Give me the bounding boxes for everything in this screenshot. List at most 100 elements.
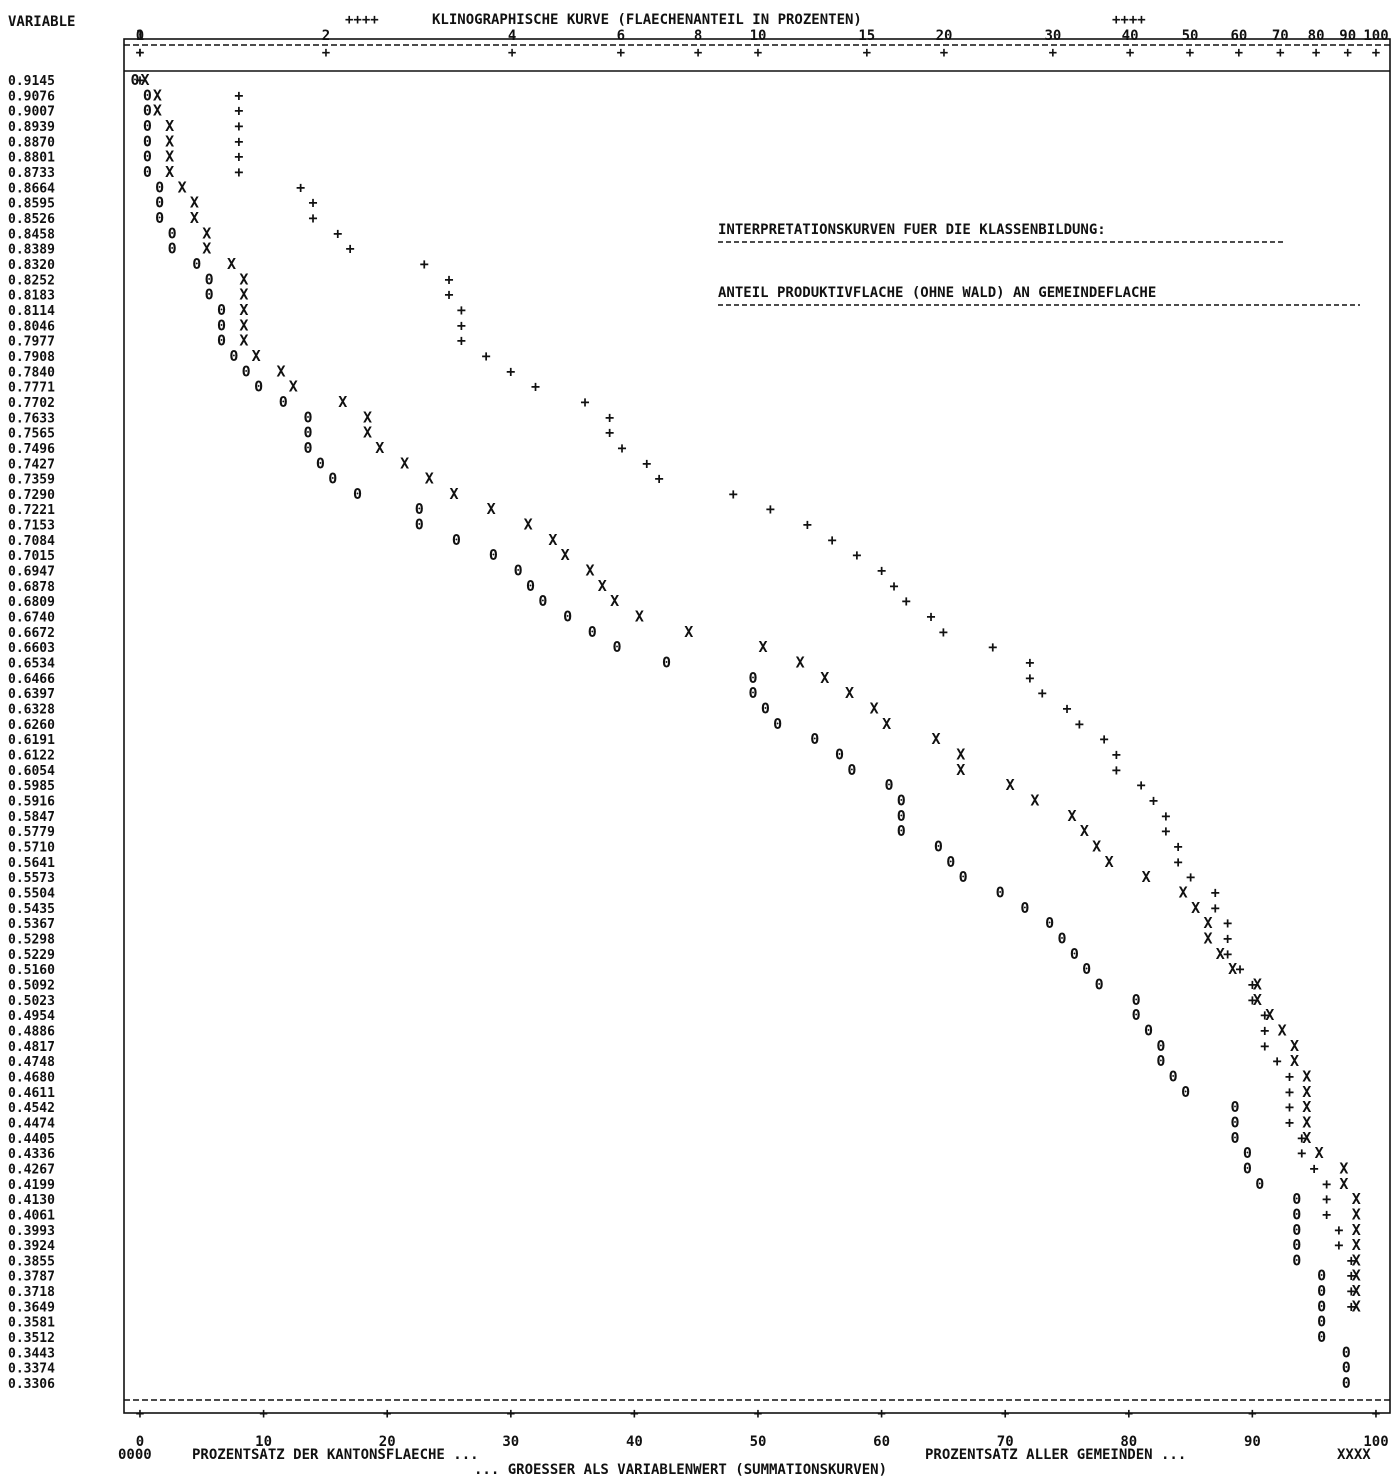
data-point: X [1352,1297,1361,1315]
data-point: + [1260,1037,1269,1055]
top-tick-label: 4 [508,28,516,44]
data-point: 0 [1317,1328,1326,1346]
data-point: X [1302,1068,1311,1086]
bottom-tick-plus: + [259,1406,267,1422]
data-point: 0 [353,485,362,503]
data-point: 0 [1020,899,1029,917]
y-tick-label: 0.3787 [8,1270,55,1285]
data-point: X [956,746,965,764]
data-point: + [1161,822,1170,840]
bottom-tick-label: 100 [1363,1434,1388,1450]
data-point: + [803,516,812,534]
data-point: 0 [1292,1251,1301,1269]
data-point: + [234,132,243,150]
data-point: 0 [168,240,177,258]
y-tick-label: 0.6603 [8,641,55,656]
data-point: + [1334,1221,1343,1239]
data-point: + [1347,1267,1356,1285]
data-point: X [190,194,199,212]
data-point: X [153,102,162,120]
data-point: X [1278,1022,1287,1040]
y-tick-label: 0.4130 [8,1193,55,1208]
data-point: + [1025,669,1034,687]
data-point: 0 [1057,930,1066,948]
data-point: + [605,424,614,442]
data-point: X [363,424,372,442]
chart-title: KLINOGRAPHISCHE KURVE (FLAECHENANTEIL IN… [432,12,862,28]
top-tick-plus: + [1276,45,1284,61]
data-point: + [1174,853,1183,871]
y-tick-label: 0.5779 [8,825,55,840]
y-tick-label: 0.6947 [8,565,55,580]
top-tick-plus: + [136,45,144,61]
data-point: 0 [489,546,498,564]
data-point: 0 [1243,1144,1252,1162]
y-tick-label: 0.4474 [8,1116,55,1131]
data-point: + [1347,1282,1356,1300]
data-point: + [444,286,453,304]
plot-frame [123,38,1391,1414]
y-tick-label: 0.6809 [8,595,55,610]
top-tick-label: 15 [858,28,875,44]
data-point: 0 [847,761,856,779]
top-tick-label: 0 [136,28,144,44]
y-tick-label: 0.6466 [8,672,55,687]
top-tick-label: 30 [1044,28,1061,44]
y-tick-label: 0.3924 [8,1239,55,1254]
data-point: X [487,500,496,518]
data-point: 0 [1292,1236,1301,1254]
data-point: X [1080,822,1089,840]
data-point: 0 [303,408,312,426]
top-tick-labels: 01 2 4 6 8 10 15 20 30 40 50 60 70 80 90 100 [136,28,1389,44]
y-tick-label: 0.4611 [8,1086,55,1101]
data-point: 0 [1095,976,1104,994]
y-tick-label: 0.6740 [8,611,55,626]
data-point: + [988,638,997,656]
data-point: + [296,178,305,196]
data-point: + [234,86,243,104]
y-tick-label: 0.7015 [8,549,55,564]
bottom-tick-label: 10 [255,1434,272,1450]
data-marks: 0000000000000000000000000000000000000000… [130,71,1360,1392]
data-point: X [400,454,409,472]
y-tick-label: 0.5641 [8,856,55,871]
data-point: 0 [130,71,139,89]
data-point: X [239,316,248,334]
data-point: 0 [1045,914,1054,932]
bottom-tick-plus: + [754,1406,762,1422]
y-tick-label: 0.5367 [8,917,55,932]
bottom-tick-plus: + [136,1406,144,1422]
y-tick-label: 0.7565 [8,427,55,442]
data-point: 0 [884,776,893,794]
data-point: X [1203,930,1212,948]
data-point: 0 [662,654,671,672]
data-point: + [1149,792,1158,810]
data-point: 0 [1132,991,1141,1009]
data-point: X [1290,1052,1299,1070]
data-point: + [457,332,466,350]
data-point: + [1025,654,1034,672]
data-point: + [1347,1297,1356,1315]
bottom-tick-plus: + [507,1406,515,1422]
data-point: + [234,148,243,166]
data-point: + [1322,1175,1331,1193]
y-tick-label: 0.6534 [8,657,55,672]
y-tick-label: 0.4061 [8,1208,55,1223]
data-point: + [1297,1129,1306,1147]
top-tick-plus: + [1049,45,1057,61]
data-point: 0 [773,715,782,733]
data-point: X [635,608,644,626]
data-point: + [457,301,466,319]
data-point: X [1006,776,1015,794]
data-point: X [796,654,805,672]
y-tick-label: 0.5573 [8,871,55,886]
data-point: X [425,470,434,488]
data-point: X [1352,1267,1361,1285]
y-tick-label: 0.7427 [8,457,55,472]
data-point: + [1273,1052,1282,1070]
data-point: + [1137,776,1146,794]
y-tick-label: 0.7977 [8,335,55,350]
data-point: X [239,286,248,304]
data-point: X [202,224,211,242]
y-tick-label: 0.5160 [8,963,55,978]
